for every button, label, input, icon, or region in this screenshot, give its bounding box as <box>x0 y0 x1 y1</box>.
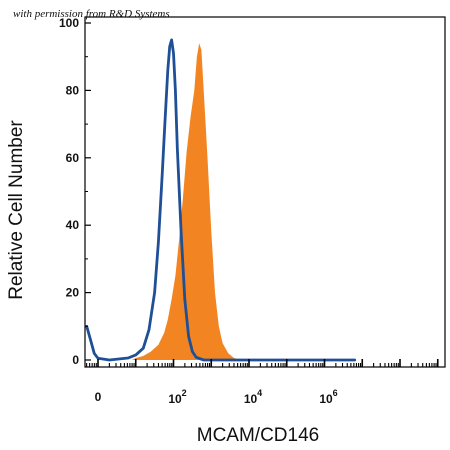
y-tick-label: 20 <box>66 286 80 300</box>
y-axis-title: Relative Cell Number <box>6 120 27 300</box>
watermark: with permission from R&D Systems <box>13 8 170 20</box>
y-axis: 0 20 40 60 80 100 <box>59 16 91 367</box>
y-tick-label: 40 <box>66 218 80 232</box>
x-tick-label: 0 <box>95 390 102 404</box>
x-tick-label: 106 <box>319 388 337 406</box>
x-tick-label: 104 <box>244 388 262 406</box>
series-layer <box>85 38 357 362</box>
y-tick-label: 0 <box>72 353 79 367</box>
histogram-filled-series <box>98 43 355 360</box>
x-tick-label: 102 <box>168 388 186 406</box>
y-tick-label: 100 <box>59 16 79 30</box>
plot-frame <box>84 16 446 368</box>
y-tick-label: 80 <box>66 83 80 97</box>
x-axis: 0 102 104 106 <box>86 359 439 406</box>
y-tick-label: 60 <box>66 151 80 165</box>
x-axis-title: MCAM/CD146 <box>197 425 319 446</box>
histogram-outline-series <box>85 38 357 362</box>
